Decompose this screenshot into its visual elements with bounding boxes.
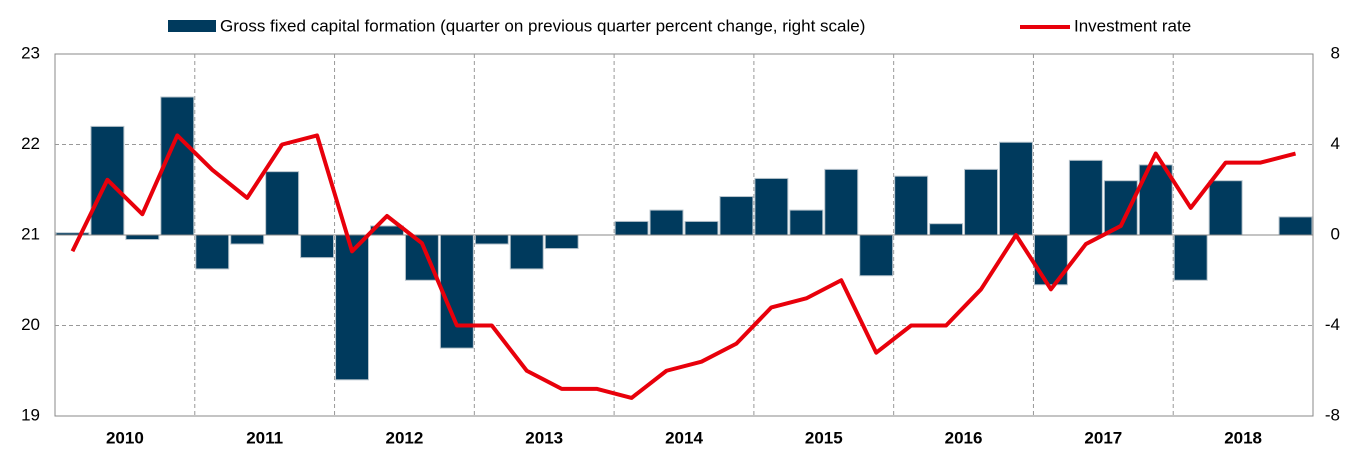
bar: [265, 171, 300, 236]
y2-tick-label: 8: [1331, 43, 1340, 62]
bar: [160, 96, 195, 236]
bar: [754, 177, 789, 236]
bar: [614, 220, 649, 236]
bar: [509, 234, 544, 270]
x-group-label: 2011: [246, 428, 283, 447]
bar: [300, 234, 335, 259]
bar: [439, 234, 474, 349]
bar: [474, 234, 509, 245]
x-group-label: 2015: [805, 428, 843, 447]
x-group-label: 2018: [1224, 428, 1262, 447]
x-group-label: 2010: [106, 428, 144, 447]
bar: [894, 175, 929, 236]
bar: [1173, 234, 1208, 281]
y2-tick-label: 4: [1331, 134, 1340, 153]
y-tick-label: 20: [21, 315, 40, 334]
bar: [859, 234, 894, 277]
bar: [789, 209, 824, 236]
y2-tick-label: -4: [1325, 315, 1340, 334]
bar: [719, 196, 754, 236]
bar: [1208, 180, 1243, 236]
y-tick-label: 21: [21, 224, 40, 243]
y-tick-label: 23: [21, 43, 40, 62]
y2-tick-label: 0: [1331, 224, 1340, 243]
bar: [335, 234, 369, 381]
bar: [230, 234, 265, 245]
bar: [999, 141, 1033, 236]
bar: [1278, 216, 1313, 236]
x-group-label: 2012: [386, 428, 424, 447]
bar: [649, 209, 684, 236]
x-group-label: 2013: [525, 428, 563, 447]
bar: [824, 168, 859, 236]
bar: [544, 234, 579, 250]
x-group-label: 2014: [665, 428, 703, 447]
x-group-label: 2016: [945, 428, 983, 447]
y-tick-label: 19: [21, 405, 40, 424]
bar: [929, 223, 964, 236]
bar: [125, 234, 160, 241]
legend-label: Investment rate: [1074, 16, 1191, 35]
x-group-label: 2017: [1084, 428, 1122, 447]
y2-tick-label: -8: [1325, 405, 1340, 424]
bar: [964, 168, 998, 236]
line: [70, 133, 1297, 400]
bar: [195, 234, 230, 270]
legend-label: Gross fixed capital formation (quarter o…: [220, 16, 865, 35]
y-tick-label: 22: [21, 134, 40, 153]
bar: [684, 220, 719, 236]
legend-swatch-bar: [168, 20, 216, 32]
bar: [1068, 159, 1103, 236]
